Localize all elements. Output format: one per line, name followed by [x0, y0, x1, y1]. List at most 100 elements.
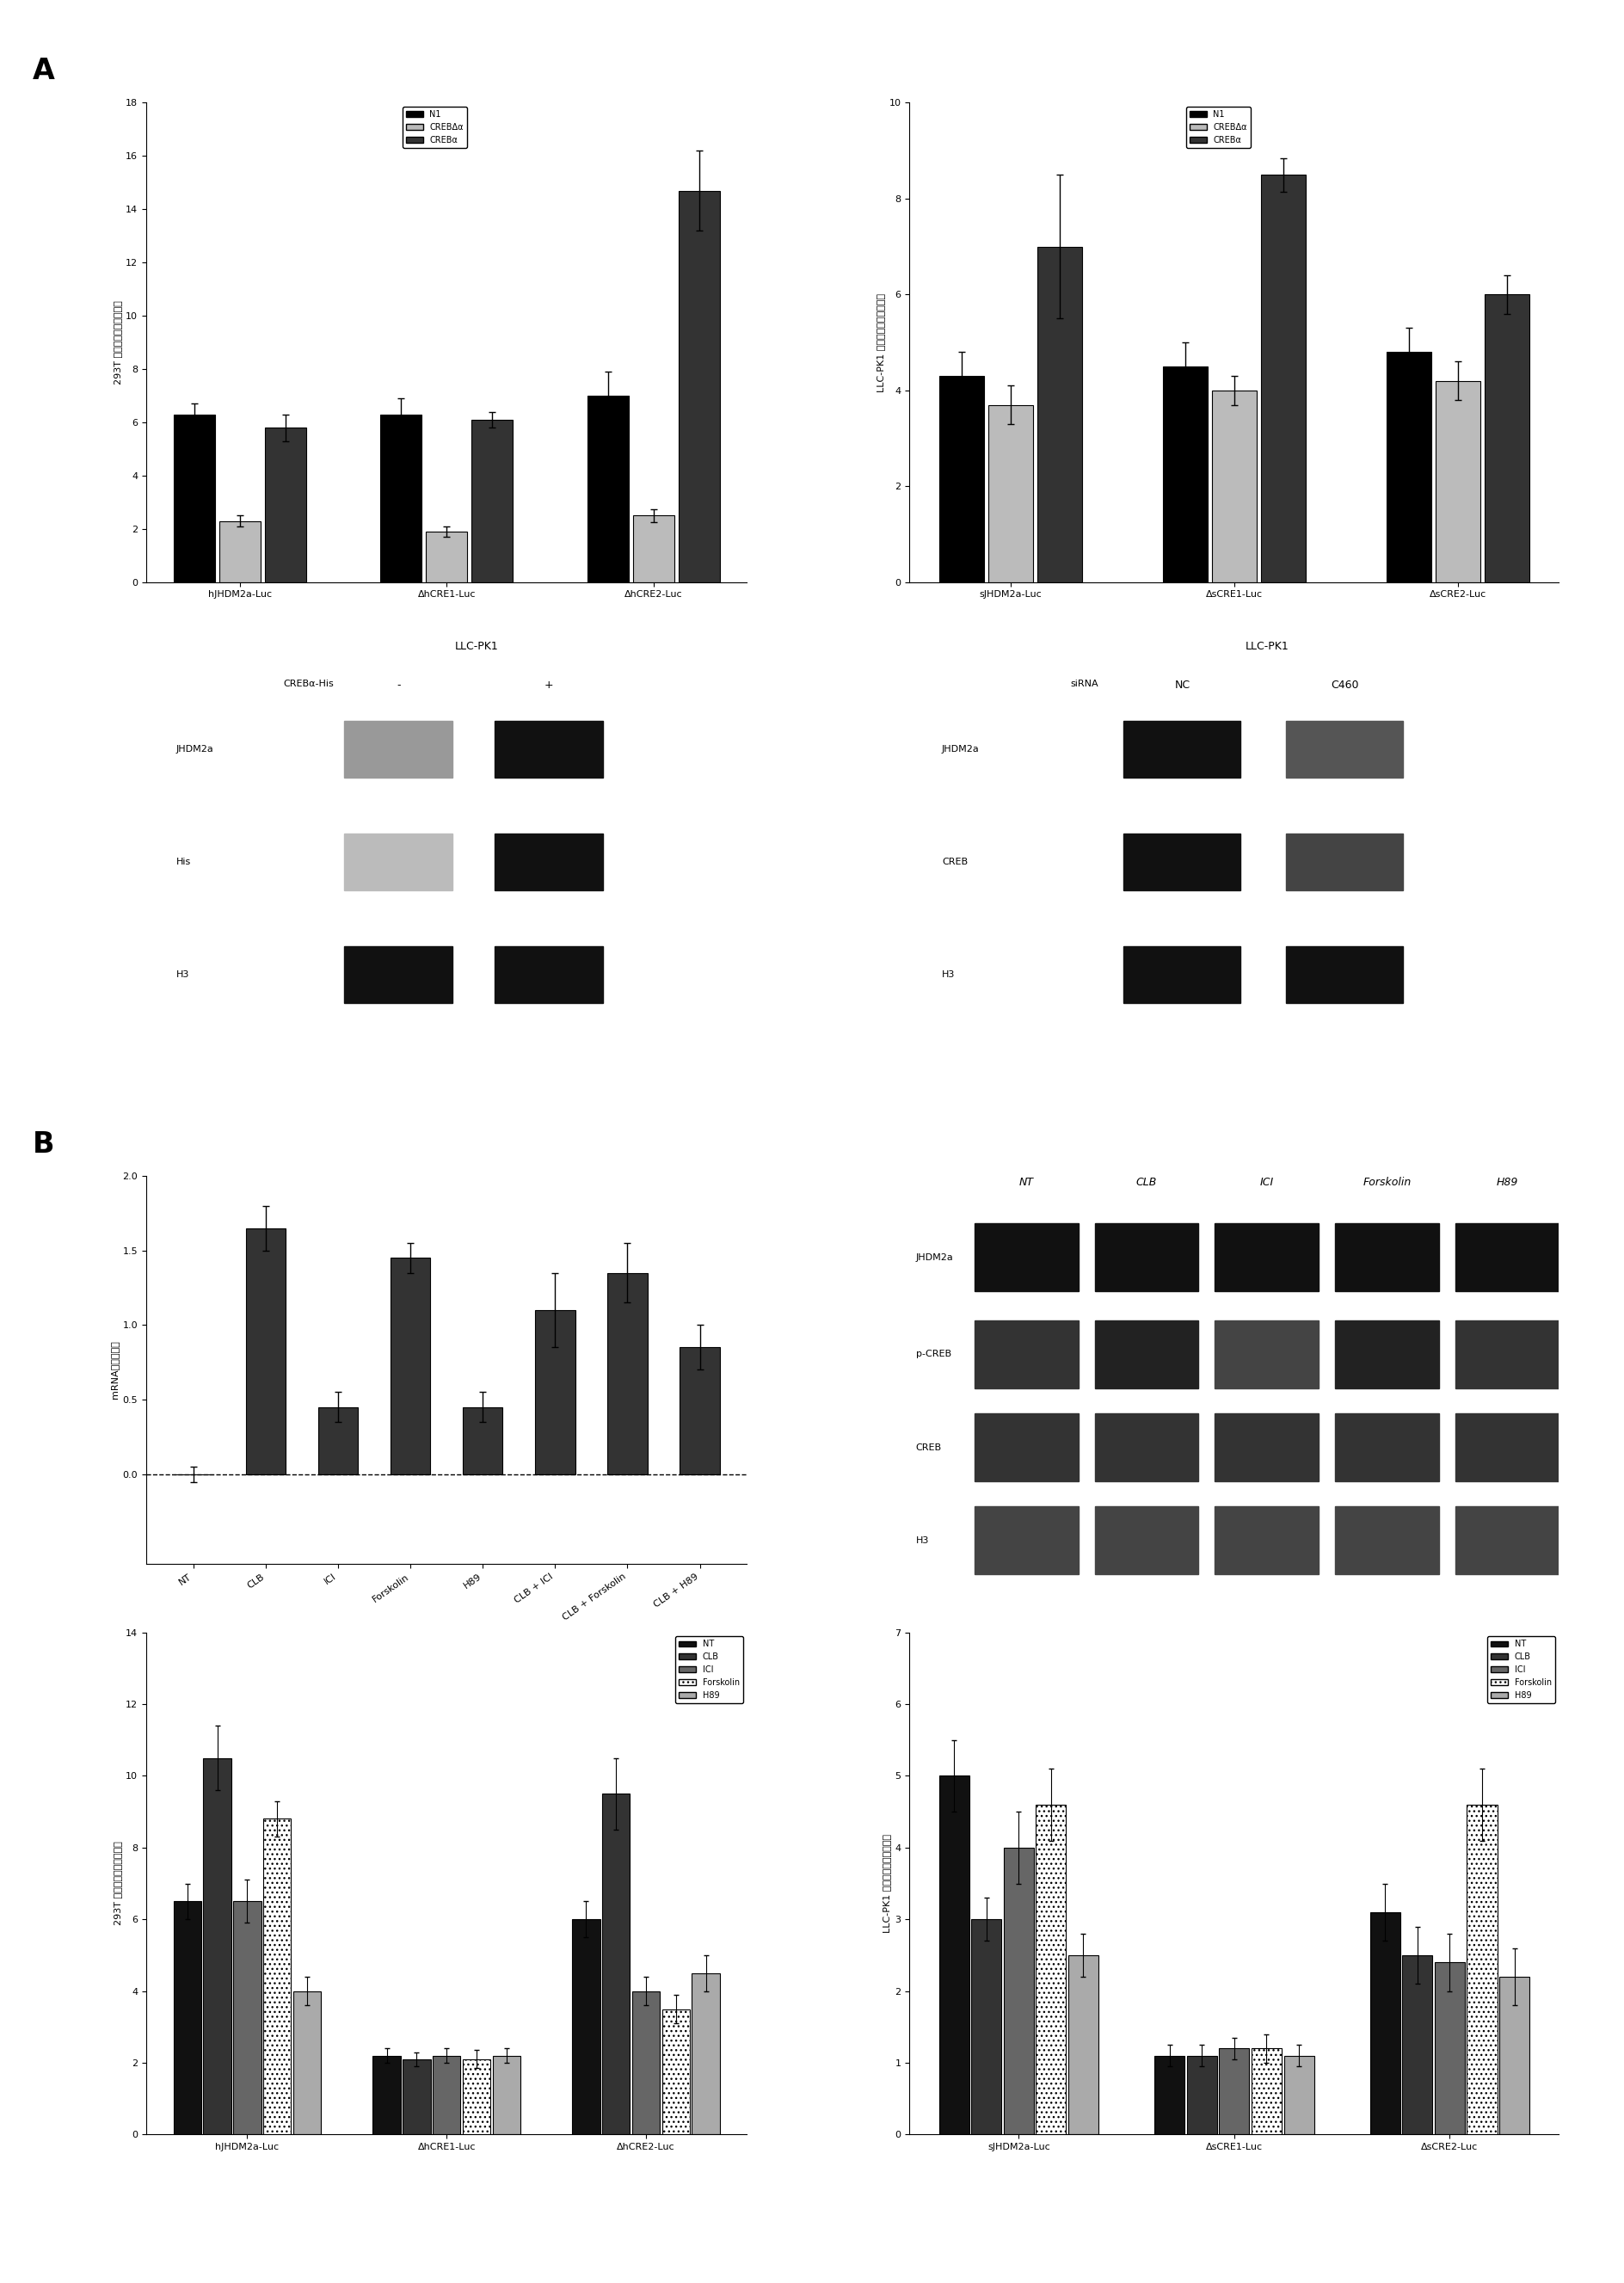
Bar: [536, 1310, 575, 1475]
Bar: [234, 1902, 261, 2135]
Bar: [974, 1320, 1078, 1388]
Bar: [939, 1776, 970, 2135]
Bar: [1124, 721, 1241, 779]
Bar: [1155, 2055, 1184, 2135]
Bar: [632, 1991, 659, 2135]
Bar: [203, 1758, 231, 2135]
Bar: [245, 1228, 286, 1475]
Text: JHDM2a: JHDM2a: [175, 744, 214, 753]
Bar: [1403, 1954, 1432, 2135]
Bar: [1215, 1320, 1319, 1388]
Bar: [1187, 2055, 1216, 2135]
Bar: [679, 192, 719, 582]
Bar: [1095, 1413, 1199, 1482]
Bar: [390, 1258, 430, 1475]
Text: H3: H3: [942, 970, 955, 979]
Bar: [603, 1794, 630, 2135]
Bar: [1095, 1224, 1199, 1292]
Text: p-CREB: p-CREB: [916, 1349, 952, 1358]
Legend: N1, CREBΔα, CREBα: N1, CREBΔα, CREBα: [403, 107, 466, 148]
Text: LLC-PK1: LLC-PK1: [455, 642, 499, 653]
Bar: [1215, 1413, 1319, 1482]
Text: B: B: [32, 1130, 55, 1157]
Bar: [495, 721, 603, 779]
Bar: [495, 833, 603, 890]
Y-axis label: LLC-PK1 细胞相对荧光素酶活性: LLC-PK1 细胞相对荧光素酶活性: [877, 292, 885, 393]
Text: +: +: [544, 680, 554, 692]
Bar: [425, 532, 468, 582]
Bar: [495, 947, 603, 1002]
Bar: [471, 420, 513, 582]
Legend: NT, CLB, ICI, Forskolin, H89: NT, CLB, ICI, Forskolin, H89: [1488, 1637, 1554, 1703]
Bar: [1335, 1507, 1439, 1573]
Bar: [344, 947, 453, 1002]
Bar: [318, 1406, 357, 1475]
Bar: [265, 427, 305, 582]
Bar: [219, 521, 260, 582]
Bar: [1124, 947, 1241, 1002]
Bar: [1434, 1963, 1465, 2135]
Bar: [1455, 1320, 1559, 1388]
Bar: [174, 416, 214, 582]
Bar: [572, 1920, 601, 2135]
Bar: [680, 1347, 719, 1475]
Y-axis label: 293T 细胞相对荧光素酶活性: 293T 细胞相对荧光素酶活性: [114, 301, 122, 384]
Bar: [974, 1507, 1078, 1573]
Text: ICI: ICI: [1260, 1178, 1273, 1187]
Bar: [1286, 947, 1403, 1002]
Text: CREB: CREB: [916, 1443, 942, 1452]
Text: JHDM2a: JHDM2a: [942, 744, 979, 753]
Legend: NT, CLB, ICI, Forskolin, H89: NT, CLB, ICI, Forskolin, H89: [676, 1637, 742, 1703]
Bar: [1335, 1224, 1439, 1292]
Text: CLB: CLB: [1137, 1178, 1156, 1187]
Bar: [1371, 1913, 1400, 2135]
Bar: [1124, 833, 1241, 890]
Text: A: A: [32, 57, 55, 84]
Bar: [1220, 2048, 1249, 2135]
Bar: [987, 404, 1033, 582]
Text: Forskolin: Forskolin: [1363, 1178, 1411, 1187]
Bar: [1285, 2055, 1314, 2135]
Bar: [174, 1902, 201, 2135]
Bar: [633, 516, 674, 582]
Text: H3: H3: [175, 970, 190, 979]
Text: C460: C460: [1330, 680, 1359, 692]
Bar: [432, 2055, 461, 2135]
Bar: [1095, 1320, 1199, 1388]
Bar: [1095, 1507, 1199, 1573]
Bar: [463, 1406, 503, 1475]
Bar: [1252, 2048, 1281, 2135]
Text: H3: H3: [916, 1536, 929, 1546]
Bar: [1499, 1977, 1530, 2135]
Text: CREB: CREB: [942, 858, 968, 865]
Text: H89: H89: [1496, 1178, 1518, 1187]
Bar: [663, 2009, 690, 2135]
Bar: [344, 833, 453, 890]
Bar: [1212, 390, 1257, 582]
Bar: [971, 1920, 1002, 2135]
Bar: [403, 2059, 430, 2135]
Bar: [1215, 1507, 1319, 1573]
Bar: [1163, 365, 1207, 582]
Bar: [374, 2055, 401, 2135]
Y-axis label: mRNA相对表达量: mRNA相对表达量: [110, 1340, 119, 1399]
Bar: [1286, 721, 1403, 779]
Text: JHDM2a: JHDM2a: [916, 1253, 953, 1262]
Bar: [463, 2059, 490, 2135]
Bar: [1387, 352, 1431, 582]
Text: siRNA: siRNA: [1070, 680, 1099, 689]
Bar: [492, 2055, 520, 2135]
Bar: [292, 1991, 322, 2135]
Text: LLC-PK1: LLC-PK1: [1246, 642, 1288, 653]
Bar: [1069, 1954, 1098, 2135]
Bar: [1004, 1847, 1034, 2135]
Bar: [692, 1973, 719, 2135]
Text: -: -: [396, 680, 401, 692]
Bar: [344, 721, 453, 779]
Bar: [1262, 176, 1306, 582]
Bar: [1286, 833, 1403, 890]
Bar: [1036, 1804, 1065, 2135]
Bar: [1455, 1507, 1559, 1573]
Text: NC: NC: [1174, 680, 1190, 692]
Text: His: His: [175, 858, 192, 865]
